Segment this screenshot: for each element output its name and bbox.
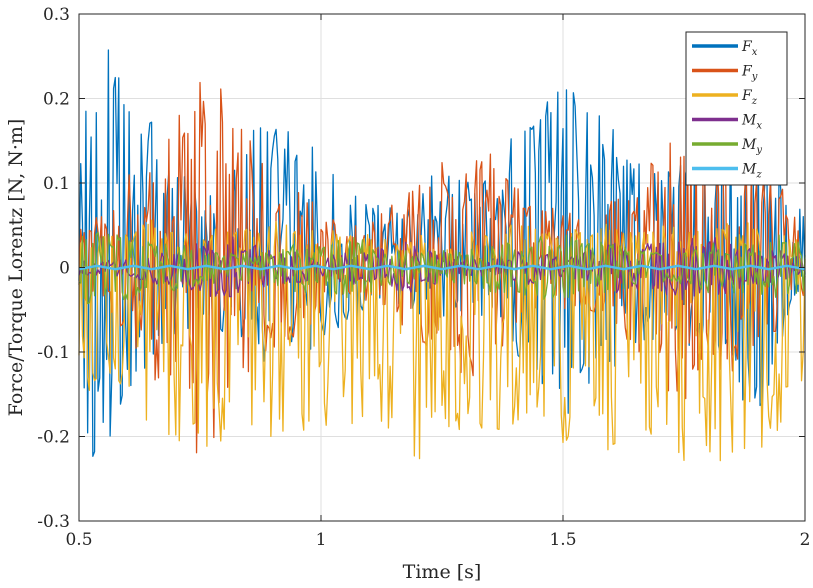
series-line-Fy	[78, 81, 806, 454]
y-tick-label: -0.1	[37, 343, 70, 363]
legend-label-My: My	[741, 137, 762, 156]
legend-label-Fx: Fx	[741, 39, 758, 58]
series-Mz	[78, 264, 806, 271]
y-axis-label: Force/Torque Lorentz [N, N·m]	[5, 119, 27, 417]
series-line-Fz	[78, 219, 806, 462]
series-Fy	[78, 81, 806, 454]
series-line-My	[78, 231, 806, 305]
series-Mx	[78, 236, 806, 301]
y-tick-label: 0.1	[43, 174, 70, 194]
series-line-Mz	[78, 264, 806, 271]
y-tick-label: -0.2	[37, 428, 70, 448]
ticks: 0.5 1 1.5 2 -0.3 -0.2 -0.1 0 0.1 0.2 0.3	[37, 5, 810, 550]
legend-label-Mz: Mz	[741, 162, 762, 181]
series-group	[78, 49, 806, 462]
y-tick-label: 0	[59, 259, 70, 279]
x-tick-label: 2	[800, 530, 811, 550]
series-Fz	[78, 219, 806, 462]
y-tick-label: 0.3	[43, 5, 70, 25]
x-axis-label: Time [s]	[403, 561, 482, 583]
y-tick-label: 0.2	[43, 90, 70, 110]
x-tick-label: 0.5	[65, 530, 92, 550]
legend-label-Fy: Fy	[741, 64, 758, 83]
legend-label-Mx: Mx	[741, 113, 762, 132]
x-tick-label: 1	[316, 530, 327, 550]
legend-label-Fz: Fz	[741, 88, 758, 107]
y-tick-label: -0.3	[37, 512, 70, 532]
series-line-Mx	[78, 236, 806, 301]
x-tick-label: 1.5	[549, 530, 576, 550]
legend: Fx Fy Fz Mx My Mz	[685, 31, 788, 186]
series-My	[78, 231, 806, 305]
legend-box	[685, 31, 788, 186]
